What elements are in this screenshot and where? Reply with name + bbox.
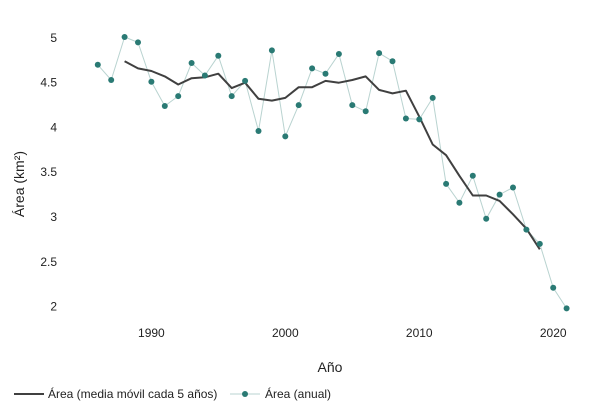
x-tick-label: 2020 xyxy=(540,326,567,340)
y-tick-label: 3 xyxy=(50,210,57,224)
annual-point xyxy=(443,180,450,187)
annual-point xyxy=(563,305,570,312)
annual-point xyxy=(496,191,503,198)
x-axis-title: Año xyxy=(318,359,343,375)
y-tick-label: 4.5 xyxy=(40,76,57,90)
y-tick-label: 2.5 xyxy=(40,255,57,269)
annual-point xyxy=(215,52,222,59)
annual-point xyxy=(416,116,423,123)
y-tick-label: 5 xyxy=(50,31,57,45)
legend-moving-average-label: Área (media móvil cada 5 años) xyxy=(48,386,217,401)
annual-point xyxy=(242,77,249,84)
annual-point xyxy=(94,61,101,68)
annual-point xyxy=(201,72,208,79)
x-tick-label: 2000 xyxy=(272,326,299,340)
legend: Área (media móvil cada 5 años) Área (anu… xyxy=(14,386,331,401)
annual-point xyxy=(268,47,275,54)
annual-point xyxy=(376,50,383,57)
annual-point xyxy=(188,60,195,66)
x-tick-label: 1990 xyxy=(138,326,165,340)
annual-point xyxy=(429,94,436,101)
y-tick-label: 4 xyxy=(50,120,57,134)
annual-point xyxy=(322,70,329,77)
annual-point xyxy=(389,58,396,65)
annual-point xyxy=(148,78,155,85)
annual-point xyxy=(121,34,128,40)
x-axis-ticks: 1990 2000 2010 2020 xyxy=(138,326,567,340)
annual-point xyxy=(108,77,115,83)
annual-point xyxy=(282,133,289,140)
y-axis-ticks: 2 2.5 3 3.5 4 4.5 5 xyxy=(40,31,57,314)
annual-point xyxy=(456,199,463,206)
annual-point xyxy=(469,172,476,179)
annual-point xyxy=(295,102,302,109)
annual-point xyxy=(536,240,543,247)
annual-point xyxy=(510,184,516,191)
y-tick-label: 3.5 xyxy=(40,165,57,179)
annual-point xyxy=(135,39,141,46)
annual-point xyxy=(335,51,342,57)
annual-point xyxy=(175,93,182,100)
annual-point xyxy=(523,226,530,233)
plot-area xyxy=(94,34,570,312)
annual-point xyxy=(362,108,369,115)
legend-annual-label: Área (anual) xyxy=(265,386,331,401)
annual-point xyxy=(255,128,262,134)
annual-point xyxy=(228,93,235,100)
annual-point xyxy=(402,115,409,122)
y-tick-label: 2 xyxy=(50,300,57,314)
annual-point xyxy=(550,284,557,291)
y-axis-title: Área (km²) xyxy=(11,151,27,217)
x-tick-label: 2010 xyxy=(406,326,433,340)
annual-point xyxy=(483,215,490,222)
annual-point xyxy=(349,102,356,109)
annual-point xyxy=(161,103,168,109)
annual-point xyxy=(309,65,316,72)
legend-annual-swatch-marker xyxy=(242,391,248,397)
series-moving-average-line xyxy=(124,60,541,250)
